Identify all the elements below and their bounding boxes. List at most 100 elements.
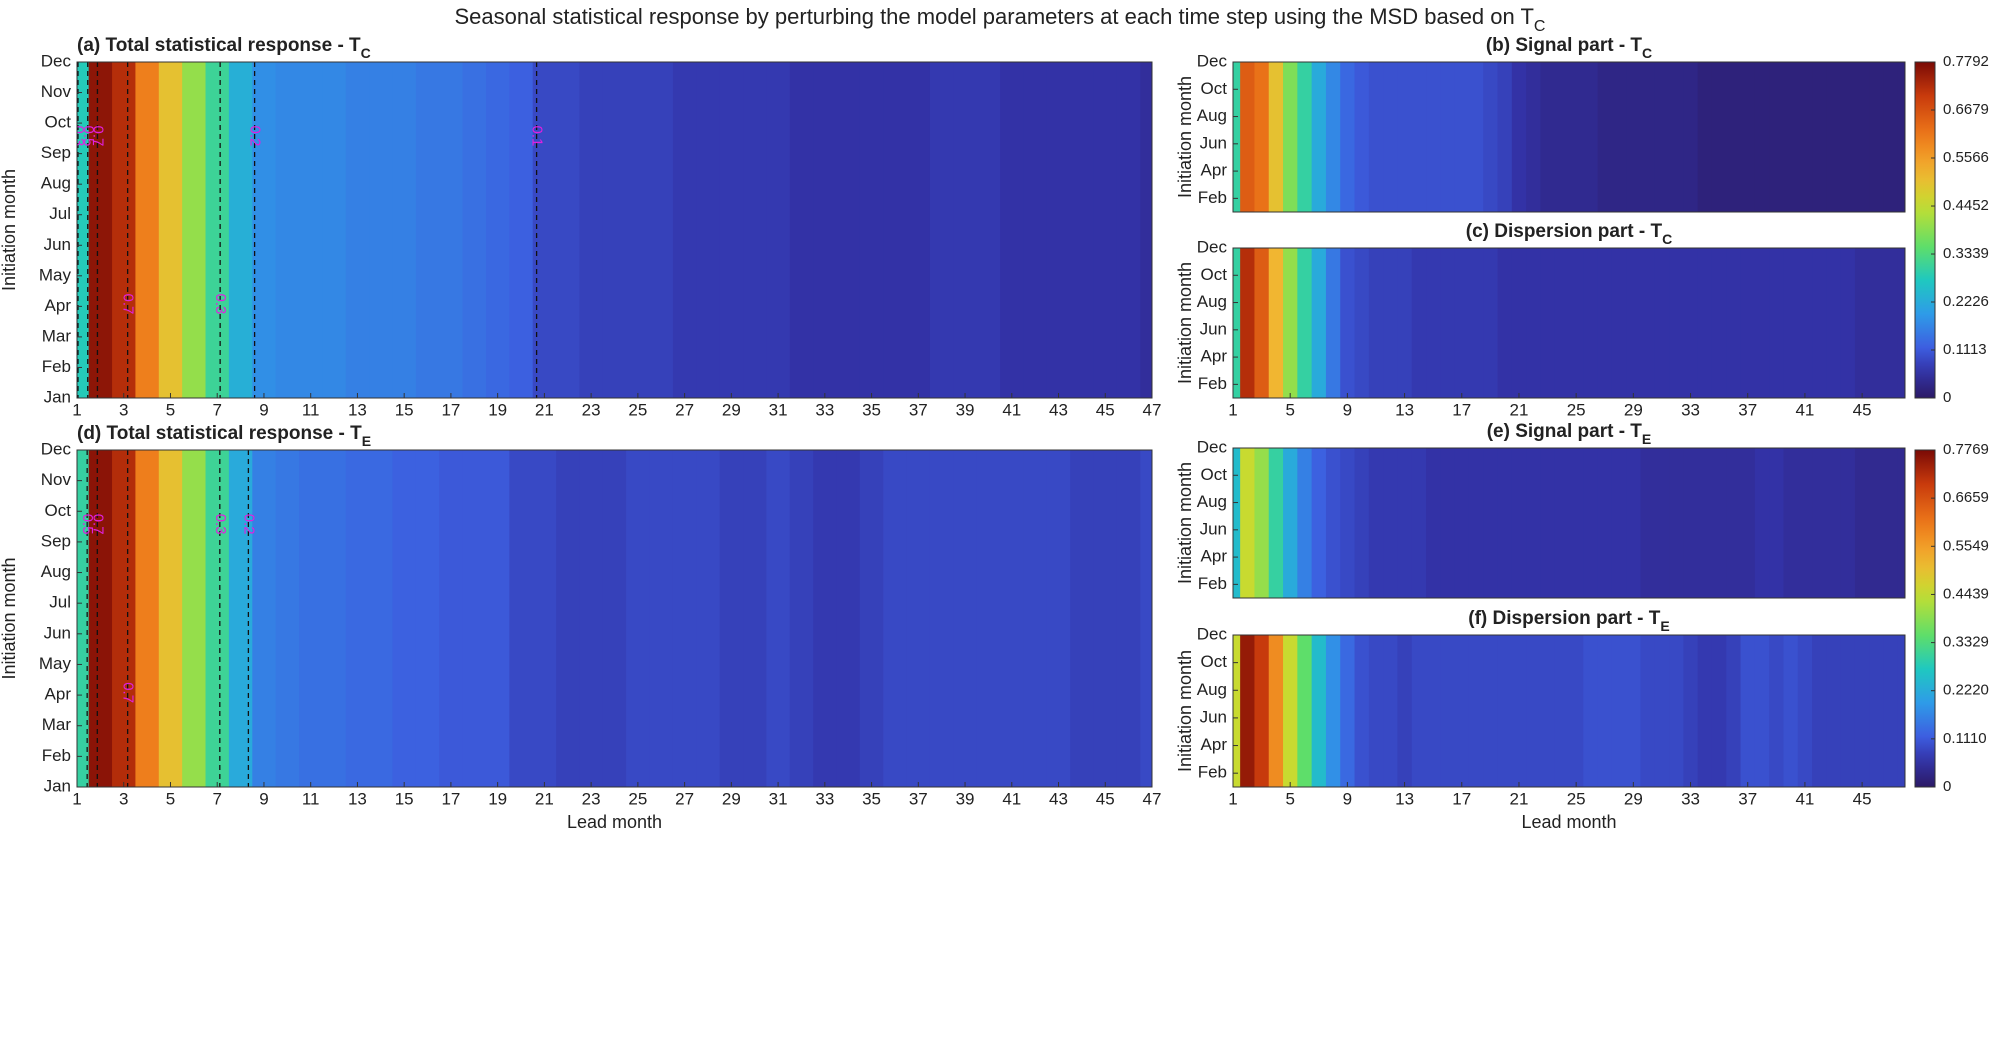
- x-tick-label: 25: [628, 789, 647, 808]
- heat-cell: [626, 62, 651, 398]
- heat-cell: [485, 62, 510, 398]
- heat-cell: [205, 62, 230, 398]
- heat-cell: [509, 450, 534, 787]
- heat-cell: [1340, 248, 1356, 398]
- heat-cell: [275, 450, 300, 787]
- x-axis-label: Lead month: [1521, 812, 1616, 832]
- x-tick-label: 39: [956, 789, 975, 808]
- y-tick-label: Feb: [1198, 763, 1227, 782]
- heat-cell: [1769, 635, 1785, 787]
- x-tick-label: 33: [1681, 789, 1700, 808]
- heat-cell: [1411, 635, 1427, 787]
- heat-cell: [1497, 248, 1513, 398]
- heat-cell: [602, 62, 627, 398]
- heat-cell: [369, 450, 394, 787]
- x-tick-label: 11: [302, 400, 320, 419]
- heat-cell: [1283, 635, 1298, 787]
- heat-cell: [1640, 62, 1656, 212]
- heat-cell: [1840, 635, 1856, 787]
- x-tick-label: 5: [1285, 789, 1294, 808]
- contour-label: 0.7: [89, 514, 106, 535]
- heat-cell: [205, 450, 230, 787]
- x-tick-label: 13: [348, 400, 367, 419]
- heat-cell: [252, 450, 277, 787]
- x-tick-label: 29: [1624, 789, 1643, 808]
- heat-cell: [1826, 62, 1842, 212]
- colorbar-tick-label: 0.2220: [1943, 682, 1989, 699]
- heat-cell: [883, 450, 908, 787]
- heat-cell: [439, 62, 464, 398]
- heat-cell: [112, 450, 137, 787]
- y-tick-label: Oct: [45, 113, 72, 132]
- heat-cell: [1511, 248, 1527, 398]
- heat-cell: [1826, 248, 1842, 398]
- heat-cell: [696, 450, 721, 787]
- heat-cell: [1597, 62, 1613, 212]
- x-tick-label: 23: [582, 400, 601, 419]
- heat-cell: [1869, 62, 1885, 212]
- heat-cell: [1254, 248, 1270, 398]
- y-tick-label: Mar: [42, 715, 72, 734]
- y-tick-label: Feb: [1198, 374, 1227, 393]
- plot-area: [1233, 448, 1905, 598]
- colorbar-tick-label: 0.5549: [1943, 537, 1989, 554]
- heat-cell: [1654, 635, 1670, 787]
- heat-cell: [1297, 635, 1313, 787]
- plot-frame: [1232, 447, 1906, 599]
- heat-cell: [906, 62, 931, 398]
- heat-cell: [532, 450, 557, 787]
- x-tick-label: 41: [1795, 789, 1814, 808]
- heat-cell: [1783, 635, 1799, 787]
- x-tick-label: 19: [488, 400, 507, 419]
- heat-cell: [1354, 62, 1370, 212]
- panel-title: (a) Total statistical response - TC: [77, 35, 371, 61]
- x-tick-label: 37: [909, 400, 928, 419]
- heat-cell: [462, 62, 487, 398]
- heat-cell: [953, 450, 978, 787]
- y-tick-label: Apr: [1201, 347, 1228, 366]
- heat-cell: [1754, 62, 1770, 212]
- heat-cell: [1740, 248, 1756, 398]
- x-tick-label: 37: [909, 789, 928, 808]
- heat-cell: [1411, 448, 1427, 598]
- heat-cell: [1654, 248, 1670, 398]
- heat-cell: [1483, 248, 1499, 398]
- heat-cell: [252, 62, 277, 398]
- heat-cell: [1569, 448, 1584, 598]
- x-tick-label: 1: [1228, 400, 1237, 419]
- heat-cell: [275, 62, 300, 398]
- x-tick-label: 1: [72, 400, 81, 419]
- heat-cell: [509, 62, 534, 398]
- heat-cell: [1669, 448, 1684, 598]
- heat-cell: [1711, 248, 1727, 398]
- heat-cell: [1046, 62, 1071, 398]
- heat-cell: [1740, 62, 1756, 212]
- y-tick-label: Jun: [1200, 519, 1227, 538]
- x-tick-label: 13: [1395, 789, 1414, 808]
- colorbar: [1914, 61, 1936, 399]
- heat-cell: [1554, 62, 1570, 212]
- y-tick-label: Jun: [1200, 319, 1227, 338]
- y-tick-label: Sep: [41, 531, 71, 550]
- colorbar-tick-label: 0.3329: [1943, 634, 1989, 651]
- heat-cell: [1511, 635, 1527, 787]
- heat-cell: [1311, 448, 1327, 598]
- x-tick-label: 9: [1343, 789, 1352, 808]
- heat-cell: [1869, 635, 1885, 787]
- plot-area: [1233, 635, 1905, 787]
- heat-cell: [1397, 635, 1413, 787]
- heat-cell: [766, 62, 791, 398]
- heat-cell: [1897, 635, 1905, 787]
- y-tick-label: Jan: [44, 776, 71, 795]
- y-tick-label: Oct: [1201, 465, 1228, 484]
- y-tick-label: Apr: [45, 685, 72, 704]
- heat-cell: [1626, 62, 1642, 212]
- heat-cell: [182, 450, 207, 787]
- heat-cell: [1726, 635, 1742, 787]
- contour-label: 0.2: [247, 125, 264, 146]
- panel-title-main: (d) Total statistical response - T: [77, 423, 362, 444]
- x-tick-label: 21: [535, 400, 554, 419]
- plot-frame: [1232, 634, 1906, 788]
- x-tick-label: 19: [488, 789, 507, 808]
- heat-cell: [135, 62, 160, 398]
